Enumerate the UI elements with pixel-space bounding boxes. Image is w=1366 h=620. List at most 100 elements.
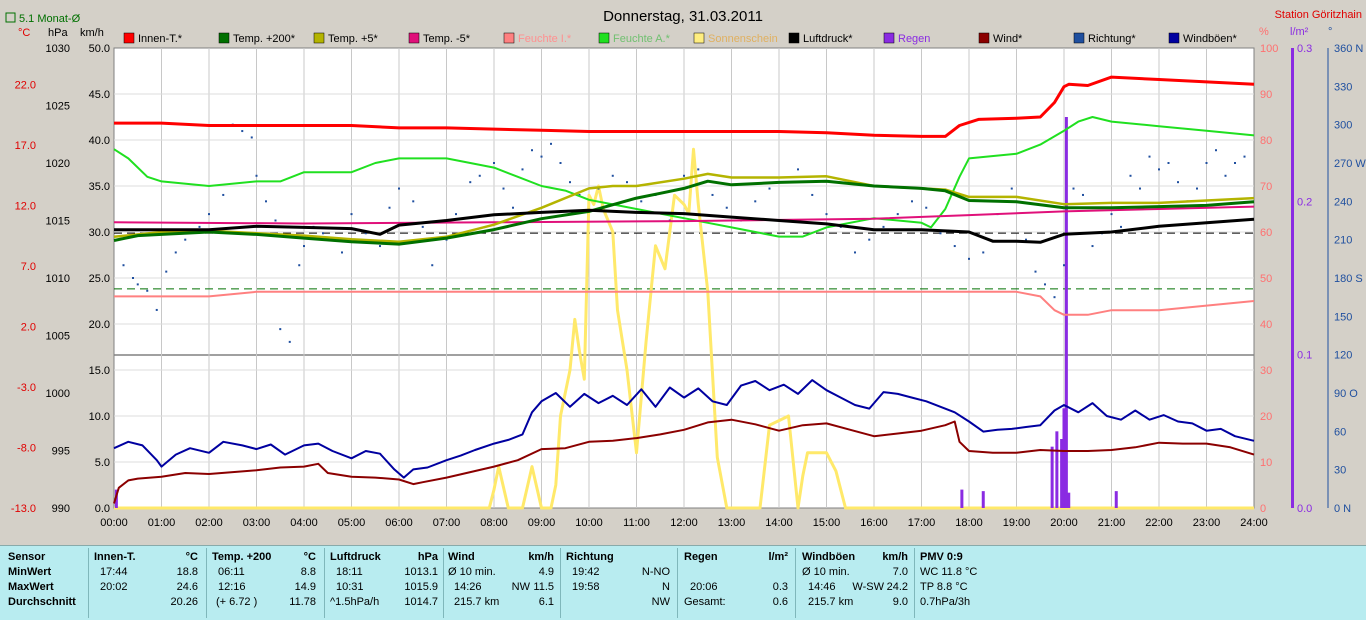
direction-point <box>1205 162 1208 164</box>
stat-col-luftdruck: Luftdruck hPa 18:11 1013.1 10:31 1015.9 ^1.… <box>330 550 440 610</box>
direction-point <box>1091 245 1094 248</box>
direction-point <box>398 187 400 190</box>
legend-label: Feuchte I.* <box>518 33 572 45</box>
direction-point <box>421 225 424 228</box>
y-tick-label-wind_kmh: 20.0 <box>89 319 110 331</box>
stat-regen-max-value: 0.3 <box>772 581 788 593</box>
stat-luftdruck-avg-value: 1014.7 <box>404 596 438 608</box>
direction-point <box>711 193 714 196</box>
direction-point <box>412 200 415 203</box>
direction-point <box>241 130 244 133</box>
y-tick-label-percent: 10 <box>1260 457 1272 469</box>
stat-boeen-min-note: Ø 10 min. <box>802 566 850 578</box>
x-tick-label: 02:00 <box>195 517 223 529</box>
stat-regen-total-label: Gesamt: <box>684 596 726 608</box>
stat-boeen-max-value: 24.2 <box>886 581 908 593</box>
direction-point <box>174 251 177 254</box>
x-tick-label: 16:00 <box>860 517 888 529</box>
direction-point <box>136 283 139 286</box>
y-tick-label-temp_c: 2.0 <box>21 321 36 333</box>
stat-luftdruck-min-value: 1013.1 <box>404 566 438 578</box>
y-tick-label-pressure_hpa: 995 <box>52 446 70 458</box>
x-tick-label: 01:00 <box>148 517 176 529</box>
series-line-innen-t <box>114 75 1255 138</box>
y-tick-label-temp_c: -13.0 <box>11 503 36 515</box>
legend-label: Feuchte A.* <box>613 33 671 45</box>
direction-point <box>953 245 956 248</box>
direction-point <box>445 238 448 241</box>
direction-point <box>274 219 277 222</box>
y-tick-label-percent: 60 <box>1260 227 1272 239</box>
stat-divider <box>206 548 207 618</box>
x-tick-label: 15:00 <box>813 517 841 529</box>
legend-item: Innen-T.* <box>123 32 183 45</box>
unit-celsius: °C <box>18 27 30 39</box>
direction-point <box>350 213 353 216</box>
rain-bar <box>1064 117 1068 508</box>
y-tick-label-percent: 0 <box>1260 503 1266 515</box>
legend-swatch <box>788 32 800 44</box>
y-tick-label-pressure_hpa: 1005 <box>46 331 70 343</box>
stat-innen-max-value: 24.6 <box>176 581 198 593</box>
unit-kmh: km/h <box>80 27 104 39</box>
stat-sensor-header: Sensor <box>8 551 46 563</box>
monat-marker-icon <box>5 12 16 23</box>
x-tick-label: 09:00 <box>528 517 556 529</box>
direction-point <box>797 168 799 171</box>
stat-luftdruck-min-time: 18:11 <box>336 566 363 578</box>
direction-point <box>1167 162 1170 164</box>
x-tick-label: 13:00 <box>718 517 746 529</box>
legend-swatch <box>313 32 325 44</box>
stat-divider <box>443 548 444 618</box>
y-tick-label-rain: 0.3 <box>1297 43 1312 55</box>
direction-point <box>968 257 970 260</box>
direction-point <box>768 187 771 190</box>
y-tick-label-direction: 180 S <box>1334 273 1363 285</box>
rain-axis-bar <box>1291 48 1294 508</box>
x-tick-label: 17:00 <box>908 517 936 529</box>
x-tick-label: 03:00 <box>243 517 271 529</box>
y-tick-label-wind_kmh: 35.0 <box>89 181 110 193</box>
series-line-luftdruck <box>114 208 1255 244</box>
y-tick-label-percent: 70 <box>1260 181 1272 193</box>
direction-point <box>854 251 856 254</box>
stat-col-regen: Regen l/m² 20:06 0.3 Gesamt: 0.6 <box>684 550 790 610</box>
x-tick-label: 20:00 <box>1050 517 1078 529</box>
direction-point <box>811 193 814 196</box>
stat-innen-unit: °C <box>185 551 198 563</box>
y-tick-label-temp_c: -3.0 <box>17 382 36 394</box>
stat-richtung-min-value: N-NO <box>641 566 670 578</box>
stat-regen-total-value: 0.6 <box>772 596 788 608</box>
legend-item: Feuchte I.* <box>503 32 572 45</box>
y-tick-label-temp_c: -8.0 <box>17 442 36 454</box>
stat-boeen-max-dir: W-SW <box>852 581 884 593</box>
legend-label: Luftdruck* <box>803 33 853 45</box>
direction-point <box>341 251 343 254</box>
y-tick-label-wind_kmh: 50.0 <box>89 43 110 55</box>
series-line-temp-5 <box>113 172 1255 243</box>
stat-col-temp200: Temp. +200 °C 06:11 8.8 12:16 14.9 (+ 6.72 … <box>212 550 320 610</box>
direction-point <box>1139 187 1141 190</box>
x-tick-label: 12:00 <box>670 517 698 529</box>
direction-point <box>531 149 533 152</box>
y-tick-label-pressure_hpa: 1020 <box>46 158 70 170</box>
stat-boeen-distance: 215.7 km <box>808 596 854 608</box>
legend-swatch <box>978 32 990 44</box>
direction-point <box>725 206 728 209</box>
legend-item: Feuchte A.* <box>598 32 671 45</box>
stat-col-wind: Wind km/h Ø 10 min. 4.9 14:26 NW 11.5 215.7 … <box>448 550 556 610</box>
statistics-panel: Sensor MinWert MaxWert Durchschnitt Inne… <box>0 545 1366 620</box>
stat-divider <box>88 548 89 618</box>
legend-label: Windböen* <box>1183 33 1238 45</box>
direction-point <box>754 200 757 203</box>
y-tick-label-pressure_hpa: 1030 <box>46 43 70 55</box>
station-name: Station Göritzhain <box>1275 9 1362 21</box>
legend-swatch <box>598 32 610 44</box>
legend-label: Wind* <box>993 33 1023 45</box>
direction-point <box>1044 283 1046 286</box>
stat-pmv-trend: 0.7hPa/3h <box>920 596 971 608</box>
stat-wind-min-note: Ø 10 min. <box>448 566 496 578</box>
y-tick-label-rain: 0.1 <box>1297 350 1312 362</box>
stat-innen-min-time: 17:44 <box>100 566 128 578</box>
stat-divider <box>795 548 796 618</box>
